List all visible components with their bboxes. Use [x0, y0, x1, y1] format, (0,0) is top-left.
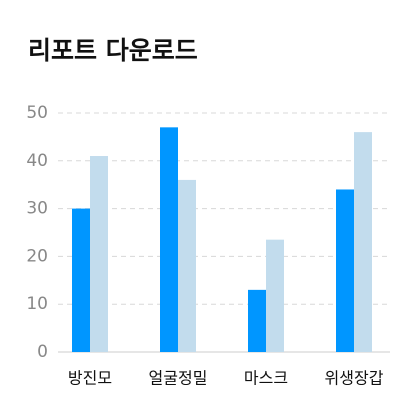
x-tick-label: 방진모 [68, 369, 112, 388]
bar [90, 156, 108, 352]
y-tick-label: 0 [37, 342, 48, 362]
x-tick-label: 위생장갑 [325, 369, 384, 388]
bar [266, 239, 284, 352]
y-tick-label: 40 [26, 151, 48, 171]
bar [354, 132, 372, 352]
chart-title: 리포트 다운로드 [28, 36, 198, 65]
bar [160, 127, 178, 352]
x-tick-label: 얼굴정밀 [149, 369, 208, 388]
y-tick-label: 30 [26, 199, 48, 219]
y-tick-label: 10 [26, 294, 48, 314]
bar [336, 189, 354, 352]
bar [248, 289, 266, 352]
y-tick-label: 20 [26, 246, 48, 266]
x-tick-label: 마스크 [244, 369, 288, 388]
bar [72, 208, 90, 352]
bar [178, 179, 196, 352]
y-tick-label: 50 [26, 103, 48, 123]
